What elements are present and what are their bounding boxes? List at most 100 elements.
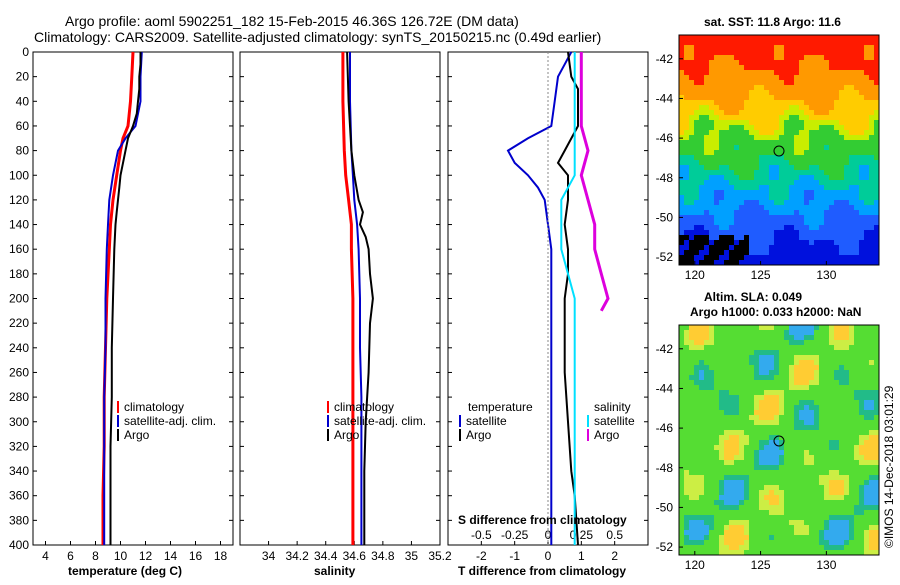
map-cell — [679, 115, 685, 121]
map-cell — [689, 230, 695, 236]
map-cell — [874, 125, 880, 131]
map-cell — [774, 160, 780, 166]
map-cell — [694, 460, 700, 466]
map-cell — [789, 120, 795, 126]
map-cell — [754, 55, 760, 61]
map-cell — [789, 355, 795, 361]
map-cell — [794, 395, 800, 401]
map-cell — [784, 375, 790, 381]
map-cell — [804, 220, 810, 226]
map-cell — [744, 440, 750, 446]
map-cell — [684, 170, 690, 176]
map-cell — [774, 255, 780, 261]
map-cell — [784, 110, 790, 116]
map-cell — [839, 50, 845, 56]
map-cell — [829, 210, 835, 216]
map-cell — [719, 240, 725, 246]
map-cell — [739, 250, 745, 256]
map-cell — [749, 475, 755, 481]
map-cell — [794, 190, 800, 196]
map-cell — [709, 410, 715, 416]
map-cell — [749, 530, 755, 536]
map-cell — [864, 95, 870, 101]
map-cell — [684, 130, 690, 136]
map-cell — [709, 105, 715, 111]
map-cell — [709, 125, 715, 131]
map-cell — [794, 525, 800, 531]
map-cell — [779, 475, 785, 481]
map-cell — [719, 185, 725, 191]
map-cell — [729, 530, 735, 536]
map-cell — [869, 95, 875, 101]
map-cell — [804, 485, 810, 491]
map-cell — [844, 245, 850, 251]
map-cell — [734, 70, 740, 76]
map-cell — [714, 135, 720, 141]
map-cell — [839, 205, 845, 211]
map-cell — [754, 75, 760, 81]
difference-legend: temperature satellite Argo salinity sate… — [459, 400, 635, 442]
map-cell — [864, 120, 870, 126]
map-cell — [774, 195, 780, 201]
map-cell — [739, 210, 745, 216]
map-cell — [814, 490, 820, 496]
map-cell — [744, 165, 750, 171]
map-cell — [724, 510, 730, 516]
map-cell — [864, 435, 870, 441]
map-cell — [749, 125, 755, 131]
map-cell — [839, 455, 845, 461]
map-cell — [829, 510, 835, 516]
map-cell — [774, 105, 780, 111]
map-cell — [829, 125, 835, 131]
map-cell — [774, 485, 780, 491]
map-cell — [699, 415, 705, 421]
map-cell — [714, 245, 720, 251]
map-cell — [844, 325, 850, 331]
map-cell — [849, 35, 855, 41]
map-cell — [809, 160, 815, 166]
map-cell — [679, 410, 685, 416]
map-cell — [714, 35, 720, 41]
map-cell — [819, 140, 825, 146]
map-cell — [679, 165, 685, 171]
map-cell — [774, 525, 780, 531]
map-cell — [764, 520, 770, 526]
map-cell — [784, 515, 790, 521]
map-cell — [679, 110, 685, 116]
map-cell — [724, 355, 730, 361]
map-cell — [734, 525, 740, 531]
map-cell — [834, 130, 840, 136]
map-cell — [814, 70, 820, 76]
map-cell — [789, 435, 795, 441]
map-cell — [714, 450, 720, 456]
map-cell — [789, 350, 795, 356]
map-cell — [709, 545, 715, 551]
map-cell — [684, 465, 690, 471]
map-cell — [799, 215, 805, 221]
map-cell — [864, 450, 870, 456]
map-cell — [819, 440, 825, 446]
legend-s-argo: Argo — [594, 428, 620, 442]
map-cell — [704, 165, 710, 171]
map-cell — [824, 185, 830, 191]
map-cell — [824, 40, 830, 46]
map-cell — [754, 335, 760, 341]
map-cell — [774, 345, 780, 351]
title-line-2: Climatology: CARS2009. Satellite-adjuste… — [34, 29, 601, 45]
map-cell — [734, 520, 740, 526]
map-cell — [734, 110, 740, 116]
map-cell — [789, 230, 795, 236]
map-cell — [844, 65, 850, 71]
map-cell — [834, 545, 840, 551]
map-cell — [864, 460, 870, 466]
map-cell — [784, 115, 790, 121]
sla-map-frame — [678, 324, 880, 556]
map-cell — [789, 345, 795, 351]
map-cell — [864, 245, 870, 251]
map-cell — [769, 35, 775, 41]
map-cell — [814, 540, 820, 546]
map-cell — [734, 230, 740, 236]
map-cell — [699, 455, 705, 461]
map-cell — [849, 135, 855, 141]
map-cell — [694, 105, 700, 111]
